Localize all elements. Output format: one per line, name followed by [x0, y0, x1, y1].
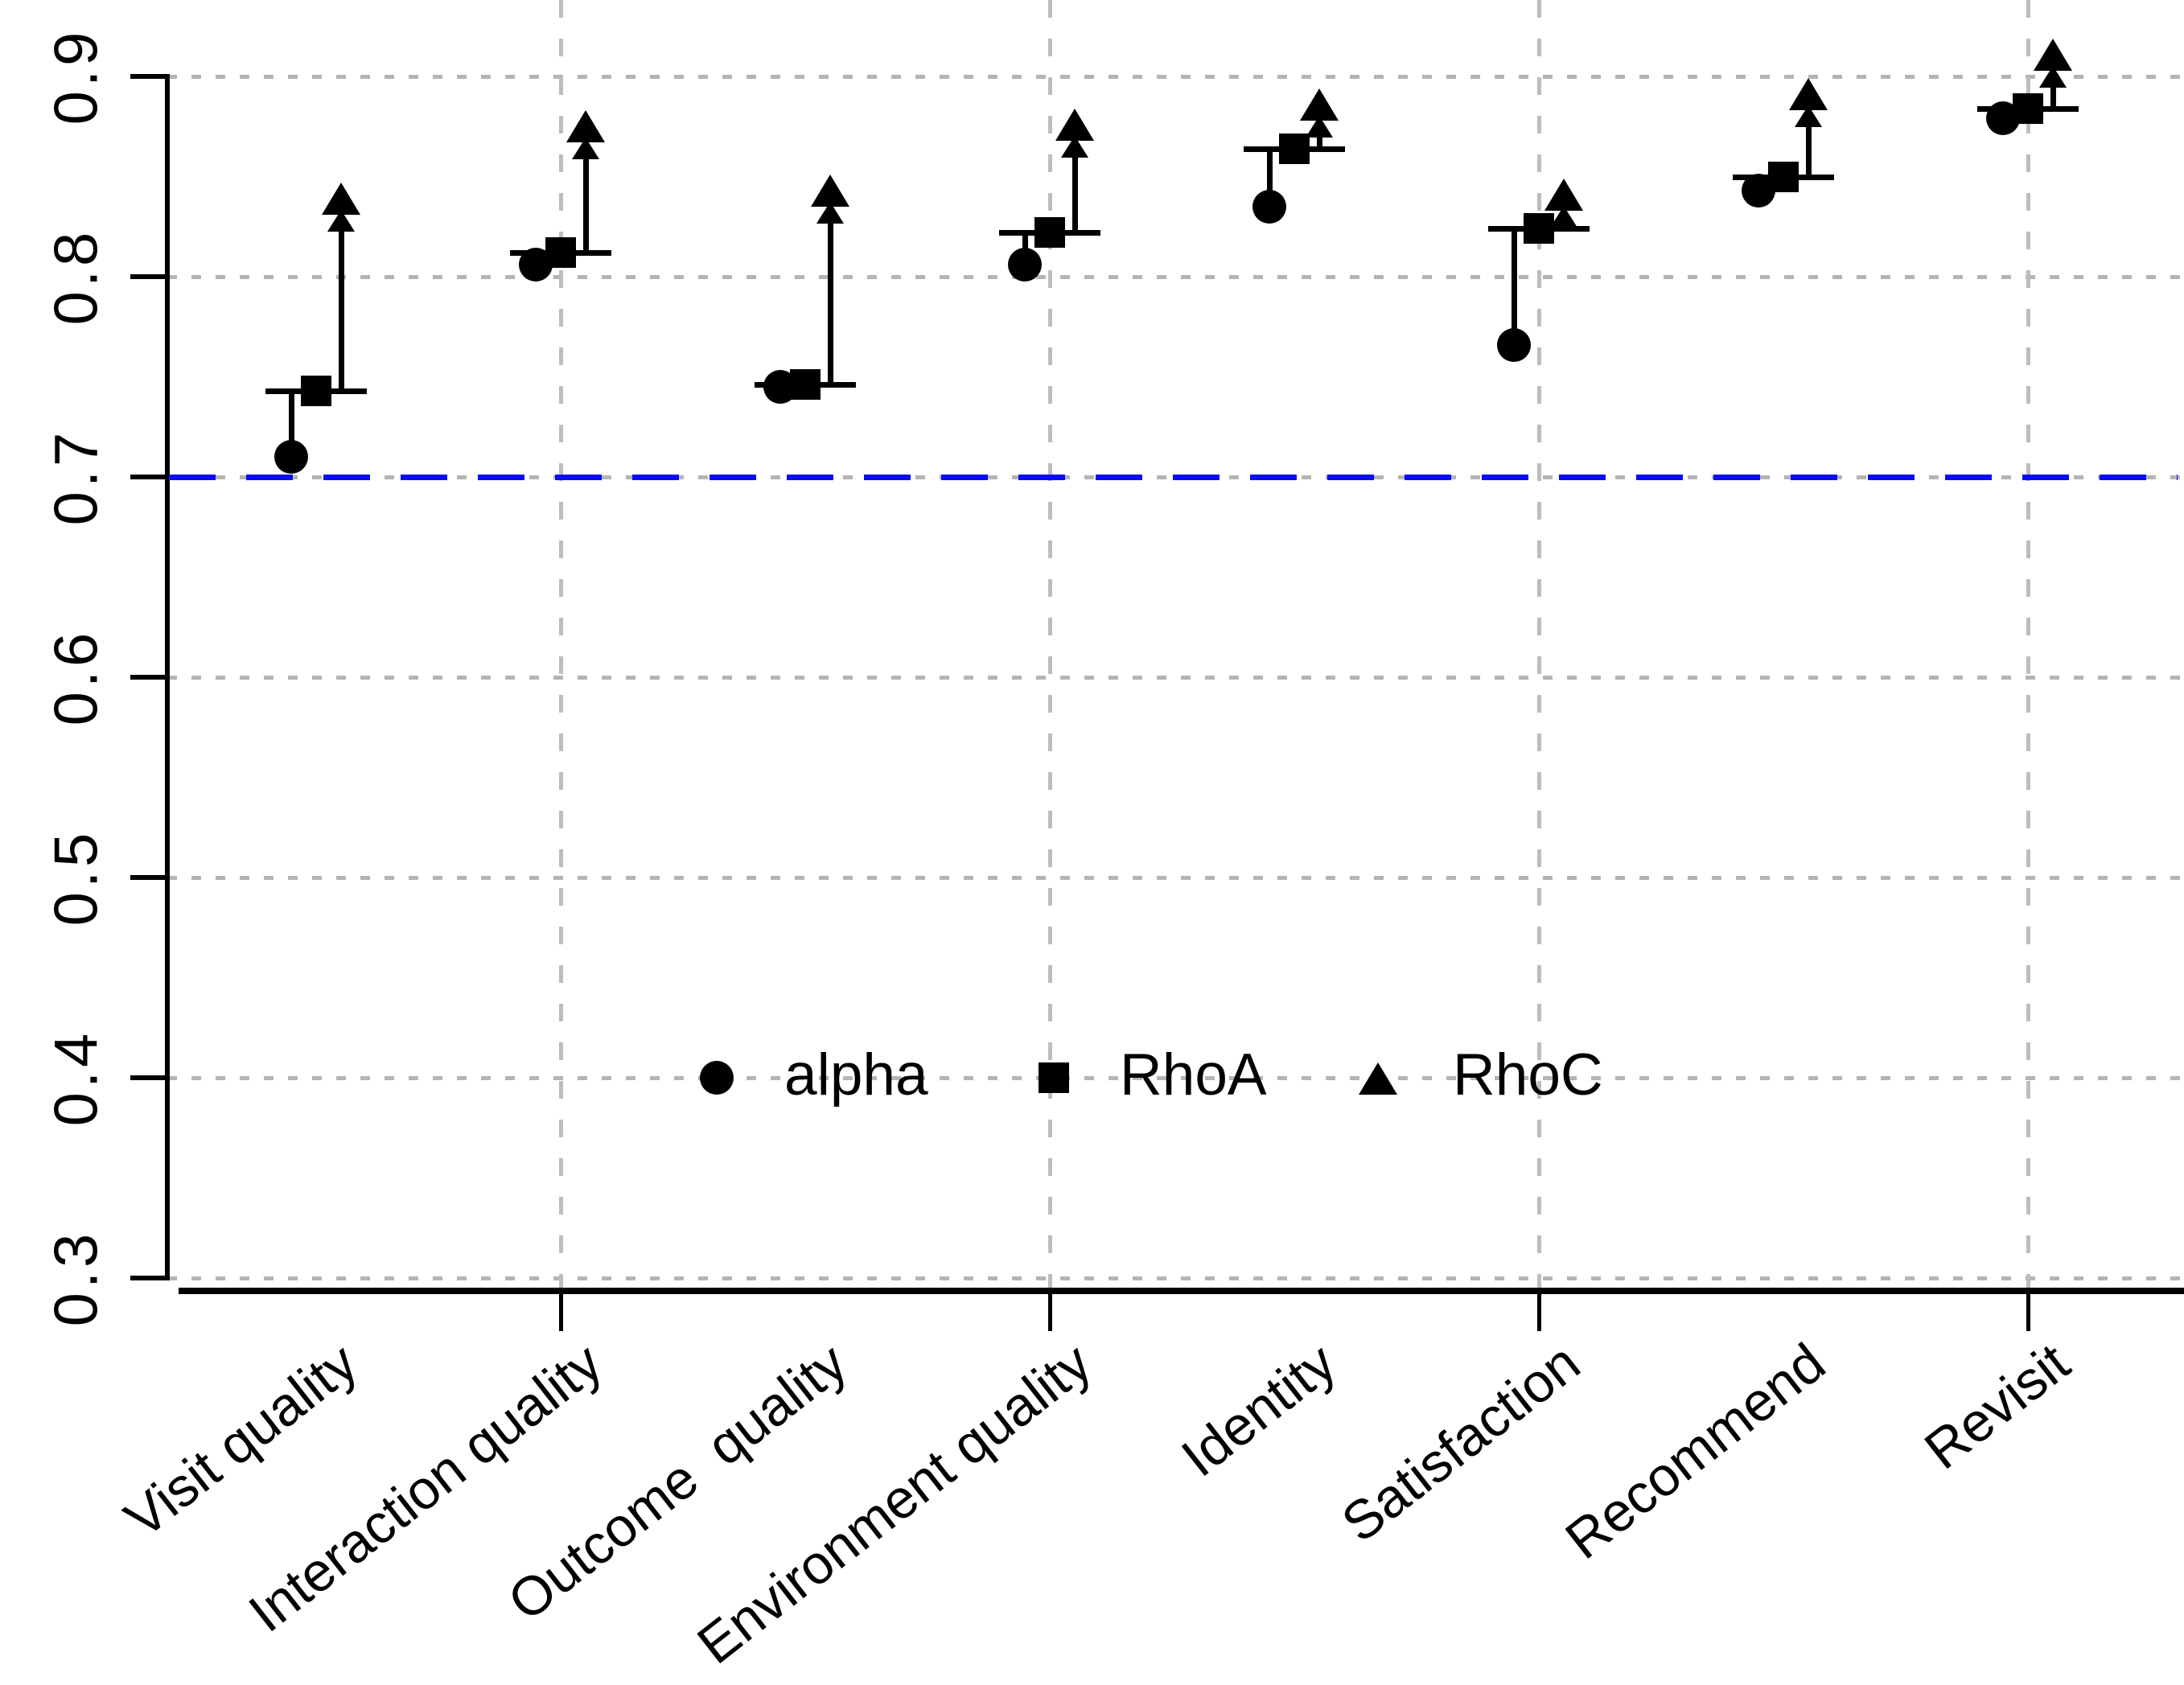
h-gridline	[167, 75, 2184, 79]
alpha-circle-marker	[1252, 189, 1286, 224]
rhoa-square-marker	[1768, 161, 1799, 192]
v-gridline	[1048, 0, 1052, 1291]
alpha-circle-marker	[274, 440, 308, 475]
alpha-connector-line	[1512, 228, 1517, 345]
rhoc-triangle-marker	[1055, 108, 1094, 141]
rhoa-square-marker	[1279, 133, 1310, 164]
h-gridline	[167, 1076, 2184, 1080]
rhoc-arrow-shaft	[2050, 68, 2056, 109]
y-tick-label-text: 0.3	[42, 1229, 111, 1327]
legend-circle-icon	[700, 1061, 734, 1095]
y-axis-tick	[130, 274, 167, 279]
category-label: Environment quality	[686, 1331, 1103, 1676]
rhoc-arrow-shaft	[583, 141, 589, 253]
legend-label-rhoc: RhoC	[1453, 1042, 1603, 1108]
category-label: Recommend	[1553, 1331, 1836, 1572]
rhoa-square-marker	[545, 237, 576, 269]
v-gridline	[559, 0, 563, 1291]
category-label: Satisfaction	[1331, 1331, 1592, 1555]
y-axis-tick	[130, 74, 167, 79]
alpha-connector-line	[289, 390, 294, 458]
rhoc-arrow-shaft	[339, 212, 344, 391]
legend-label-rhoa: RhoA	[1120, 1042, 1267, 1108]
y-tick-label-text: 0.8	[42, 228, 111, 326]
y-tick-label-text: 0.9	[42, 27, 111, 125]
y-tick-label-text: 0.7	[42, 428, 111, 526]
legend-triangle-icon	[1359, 1062, 1397, 1095]
category-label: Revisit	[1913, 1331, 2081, 1482]
reference-line-0-7	[169, 475, 2178, 480]
x-axis-tick	[1048, 1291, 1052, 1331]
alpha-circle-marker	[1008, 248, 1042, 282]
rhoc-triangle-marker	[322, 182, 360, 215]
y-axis-tick	[130, 1276, 167, 1280]
rhoa-square-marker	[301, 375, 331, 406]
v-gridline	[2026, 0, 2030, 1291]
x-axis-tick	[559, 1291, 563, 1331]
rhoc-arrow-shaft	[1072, 138, 1078, 233]
rhoa-square-marker	[1524, 213, 1554, 245]
rhoa-square-marker	[790, 369, 821, 401]
h-gridline	[167, 275, 2184, 279]
y-tick-label-text: 0.5	[42, 828, 111, 927]
y-axis-tick	[130, 875, 167, 880]
legend-square-icon	[1039, 1062, 1069, 1093]
rhoa-square-marker	[2013, 92, 2043, 124]
legend-label-alpha: alpha	[784, 1042, 928, 1108]
rhoc-arrow-shaft	[828, 204, 833, 385]
y-tick-label-text: 0.6	[42, 628, 111, 726]
rhoa-square-marker	[1034, 217, 1065, 249]
y-axis-spine	[165, 74, 170, 1280]
rhoc-triangle-marker	[1789, 78, 1828, 111]
alpha-connector-line	[1267, 148, 1273, 207]
rhoc-arrow-shaft	[1806, 109, 1812, 177]
x-axis-tick	[1537, 1291, 1541, 1331]
y-axis-tick	[130, 1075, 167, 1080]
alpha-circle-marker	[1497, 327, 1531, 362]
h-gridline	[167, 876, 2184, 880]
rhoc-triangle-marker	[1300, 88, 1339, 121]
v-gridline	[1537, 0, 1541, 1291]
rhoc-triangle-marker	[1544, 178, 1583, 211]
category-label: Visit quality	[113, 1331, 369, 1550]
x-axis-spine	[179, 1288, 2184, 1294]
category-label: Identity	[1170, 1331, 1347, 1489]
rhoc-triangle-marker	[2034, 38, 2072, 71]
h-gridline	[167, 676, 2184, 680]
y-axis-tick	[130, 675, 167, 680]
y-tick-label-text: 0.4	[42, 1029, 111, 1127]
h-gridline	[167, 1276, 2184, 1280]
rhoc-triangle-marker	[566, 110, 605, 143]
rhoc-triangle-marker	[811, 174, 849, 207]
x-axis-tick	[2026, 1291, 2030, 1331]
y-axis-tick	[130, 475, 167, 479]
